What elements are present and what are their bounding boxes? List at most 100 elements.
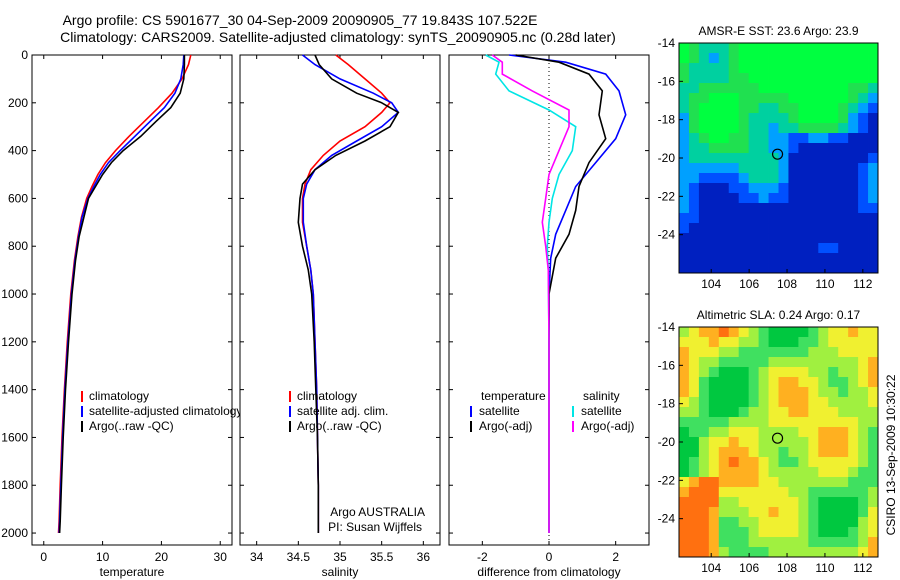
map-cell — [718, 407, 730, 418]
map-cell — [828, 153, 839, 164]
map-cell — [858, 153, 869, 164]
map-cell — [688, 527, 700, 538]
map-cell — [688, 377, 700, 388]
map-cell — [758, 457, 769, 468]
map-cell — [868, 377, 879, 388]
map-cell — [698, 193, 710, 204]
map-cell — [818, 63, 829, 74]
map-cell — [679, 507, 690, 518]
map-cell — [808, 243, 819, 254]
map-cell — [748, 243, 759, 254]
map-cell — [778, 133, 789, 144]
map-cell — [778, 527, 789, 538]
map-cell — [778, 213, 789, 224]
map-cell — [679, 477, 690, 488]
map-cell — [679, 223, 690, 234]
map-cell — [728, 387, 740, 398]
map-cell — [778, 367, 789, 378]
map-cell — [679, 387, 690, 398]
map-cell — [798, 397, 809, 408]
map-y-tick-label: -18 — [658, 113, 676, 127]
map-cell — [818, 517, 829, 528]
map-cell — [868, 487, 879, 498]
map-cell — [748, 123, 759, 134]
map-cell — [838, 43, 849, 54]
map-cell — [738, 437, 750, 448]
map-cell — [768, 467, 779, 478]
map-cell — [768, 497, 779, 508]
map-cell — [748, 233, 759, 244]
map-cell — [818, 243, 829, 254]
map-cell — [868, 517, 879, 528]
map-cell — [758, 517, 769, 528]
map-cell — [708, 263, 720, 274]
map-cell — [718, 173, 730, 184]
map-cell — [798, 43, 809, 54]
map-cell — [679, 407, 690, 418]
map-cell — [679, 357, 690, 368]
y-tick-label: 1000 — [1, 287, 28, 301]
map-cell — [828, 93, 839, 104]
map-cell — [768, 447, 779, 458]
map-x-tick-label: 104 — [701, 277, 721, 291]
map-y-tick-label: -18 — [658, 397, 676, 411]
map-cell — [798, 477, 809, 488]
map-cell — [778, 183, 789, 194]
map-cell — [708, 367, 720, 378]
x-axis-label: salinity — [322, 565, 359, 579]
series-line-1 — [302, 54, 400, 533]
map-cell — [688, 427, 700, 438]
map-cell — [798, 507, 809, 518]
map-cell — [828, 183, 839, 194]
map-cell — [718, 193, 730, 204]
map-y-tick-label: -16 — [658, 74, 676, 88]
map-cell — [788, 417, 799, 428]
figure-title-line2: Climatology: CARS2009. Satellite-adjuste… — [60, 29, 616, 45]
map-cell — [768, 233, 779, 244]
map-cell — [708, 253, 720, 264]
map-cell — [748, 163, 759, 174]
map-cell — [748, 193, 759, 204]
map-cell — [808, 447, 819, 458]
map-cell — [788, 337, 799, 348]
map-cell — [738, 527, 750, 538]
map-cell — [788, 457, 799, 468]
map-cell — [848, 517, 859, 528]
map-cell — [768, 397, 779, 408]
map-cell — [698, 417, 710, 428]
y-tick-label: 600 — [8, 191, 28, 205]
legend-entry: satellite-adjusted climatology — [89, 404, 242, 418]
map-cell — [738, 377, 750, 388]
map-cell — [679, 103, 690, 114]
map-cell — [798, 537, 809, 548]
map-cell — [679, 447, 690, 458]
map-cell — [748, 143, 759, 154]
map-cell — [738, 397, 750, 408]
legend-entry: Argo(..raw -QC) — [89, 419, 174, 433]
map-cell — [748, 347, 759, 358]
map-cell — [758, 113, 769, 124]
map-cell — [828, 113, 839, 124]
map-cell — [838, 547, 849, 558]
map-cell — [868, 347, 879, 358]
map-cell — [708, 223, 720, 234]
map-cell — [708, 397, 720, 408]
map-cell — [768, 143, 779, 154]
map-cell — [728, 143, 740, 154]
map-cell — [738, 547, 750, 558]
map-cell — [868, 457, 879, 468]
map-cell — [718, 203, 730, 214]
map-cell — [748, 387, 759, 398]
y-tick-label: 1800 — [1, 478, 28, 492]
map-cell — [748, 367, 759, 378]
map-cell — [858, 213, 869, 224]
map-cell — [868, 357, 879, 368]
map-x-tick-label: 110 — [815, 561, 834, 575]
map-cell — [868, 477, 879, 488]
map-cell — [728, 447, 740, 458]
map-cell — [758, 417, 769, 428]
map-cell — [768, 113, 779, 124]
map-cell — [838, 447, 849, 458]
map-cell — [748, 437, 759, 448]
map-cell — [768, 53, 779, 64]
